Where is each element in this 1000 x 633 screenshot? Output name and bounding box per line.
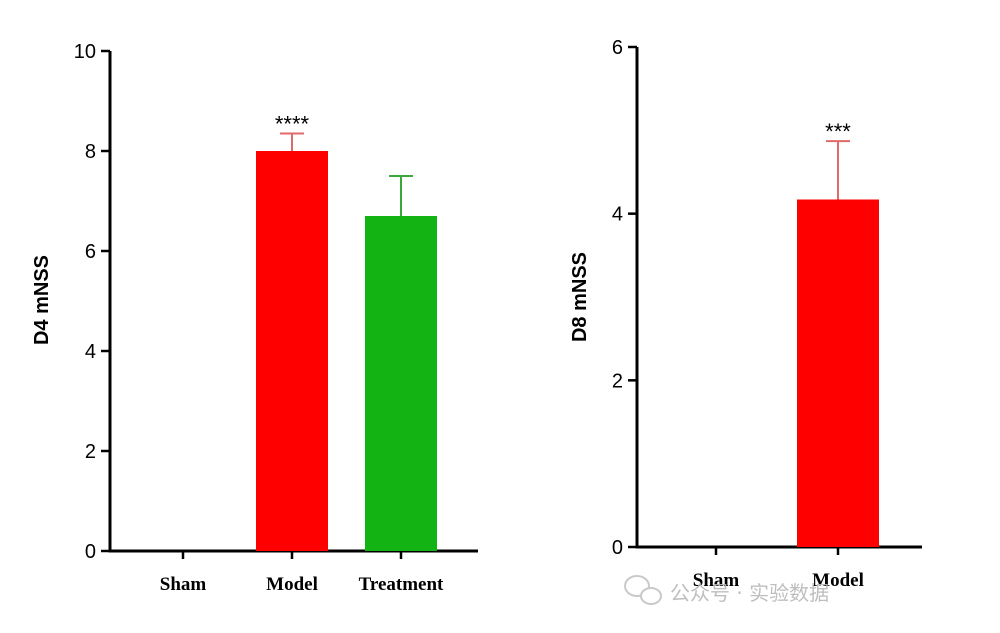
d4-x-tick-label: Sham — [160, 574, 207, 595]
d8-y-axis-label: D8 mNSS — [569, 252, 591, 342]
d8-significance-model: *** — [825, 119, 851, 144]
d4-y-axis-label: D4 mNSS — [31, 255, 53, 345]
wechat-icon — [624, 575, 662, 605]
chart-d8-mnss: D8 mNSS 0 2 4 6 Sham Model *** — [569, 37, 922, 591]
d8-x-tick-label: Sham — [693, 570, 740, 591]
chart-d4-mnss: D4 mNSS 0 2 4 6 8 10 Sham Model Treatment **** — [31, 41, 478, 595]
d4-bar-treatment — [365, 216, 437, 551]
watermark-text: 公众号 · 实验数据 — [670, 581, 829, 605]
d4-y-tick-label: 8 — [85, 141, 96, 163]
d4-x-tick-label: Treatment — [359, 574, 444, 595]
d4-bar-model — [256, 151, 328, 551]
d8-bars: *** — [797, 119, 879, 547]
d8-x-tick-label: Model — [812, 570, 864, 591]
d4-y-tick-label: 10 — [74, 41, 96, 63]
d8-bar-model — [797, 199, 879, 547]
d4-axes: 0 2 4 6 8 10 Sham Model Treatment — [74, 41, 478, 595]
d4-y-tick-label: 0 — [85, 541, 96, 563]
d8-y-tick-label: 0 — [612, 537, 623, 559]
d8-axes: 0 2 4 6 Sham Model — [612, 37, 922, 591]
d4-bars: **** — [256, 112, 437, 551]
d4-x-tick-label: Model — [266, 574, 318, 595]
d8-y-tick-label: 2 — [612, 370, 623, 392]
d4-y-tick-label: 2 — [85, 441, 96, 463]
d4-significance-model: **** — [275, 112, 310, 137]
d8-y-tick-label: 6 — [612, 37, 623, 59]
d4-y-tick-label: 4 — [85, 341, 96, 363]
d4-y-tick-label: 6 — [85, 241, 96, 263]
watermark: 公众号 · 实验数据 — [624, 575, 829, 605]
d8-y-tick-label: 4 — [612, 204, 623, 226]
